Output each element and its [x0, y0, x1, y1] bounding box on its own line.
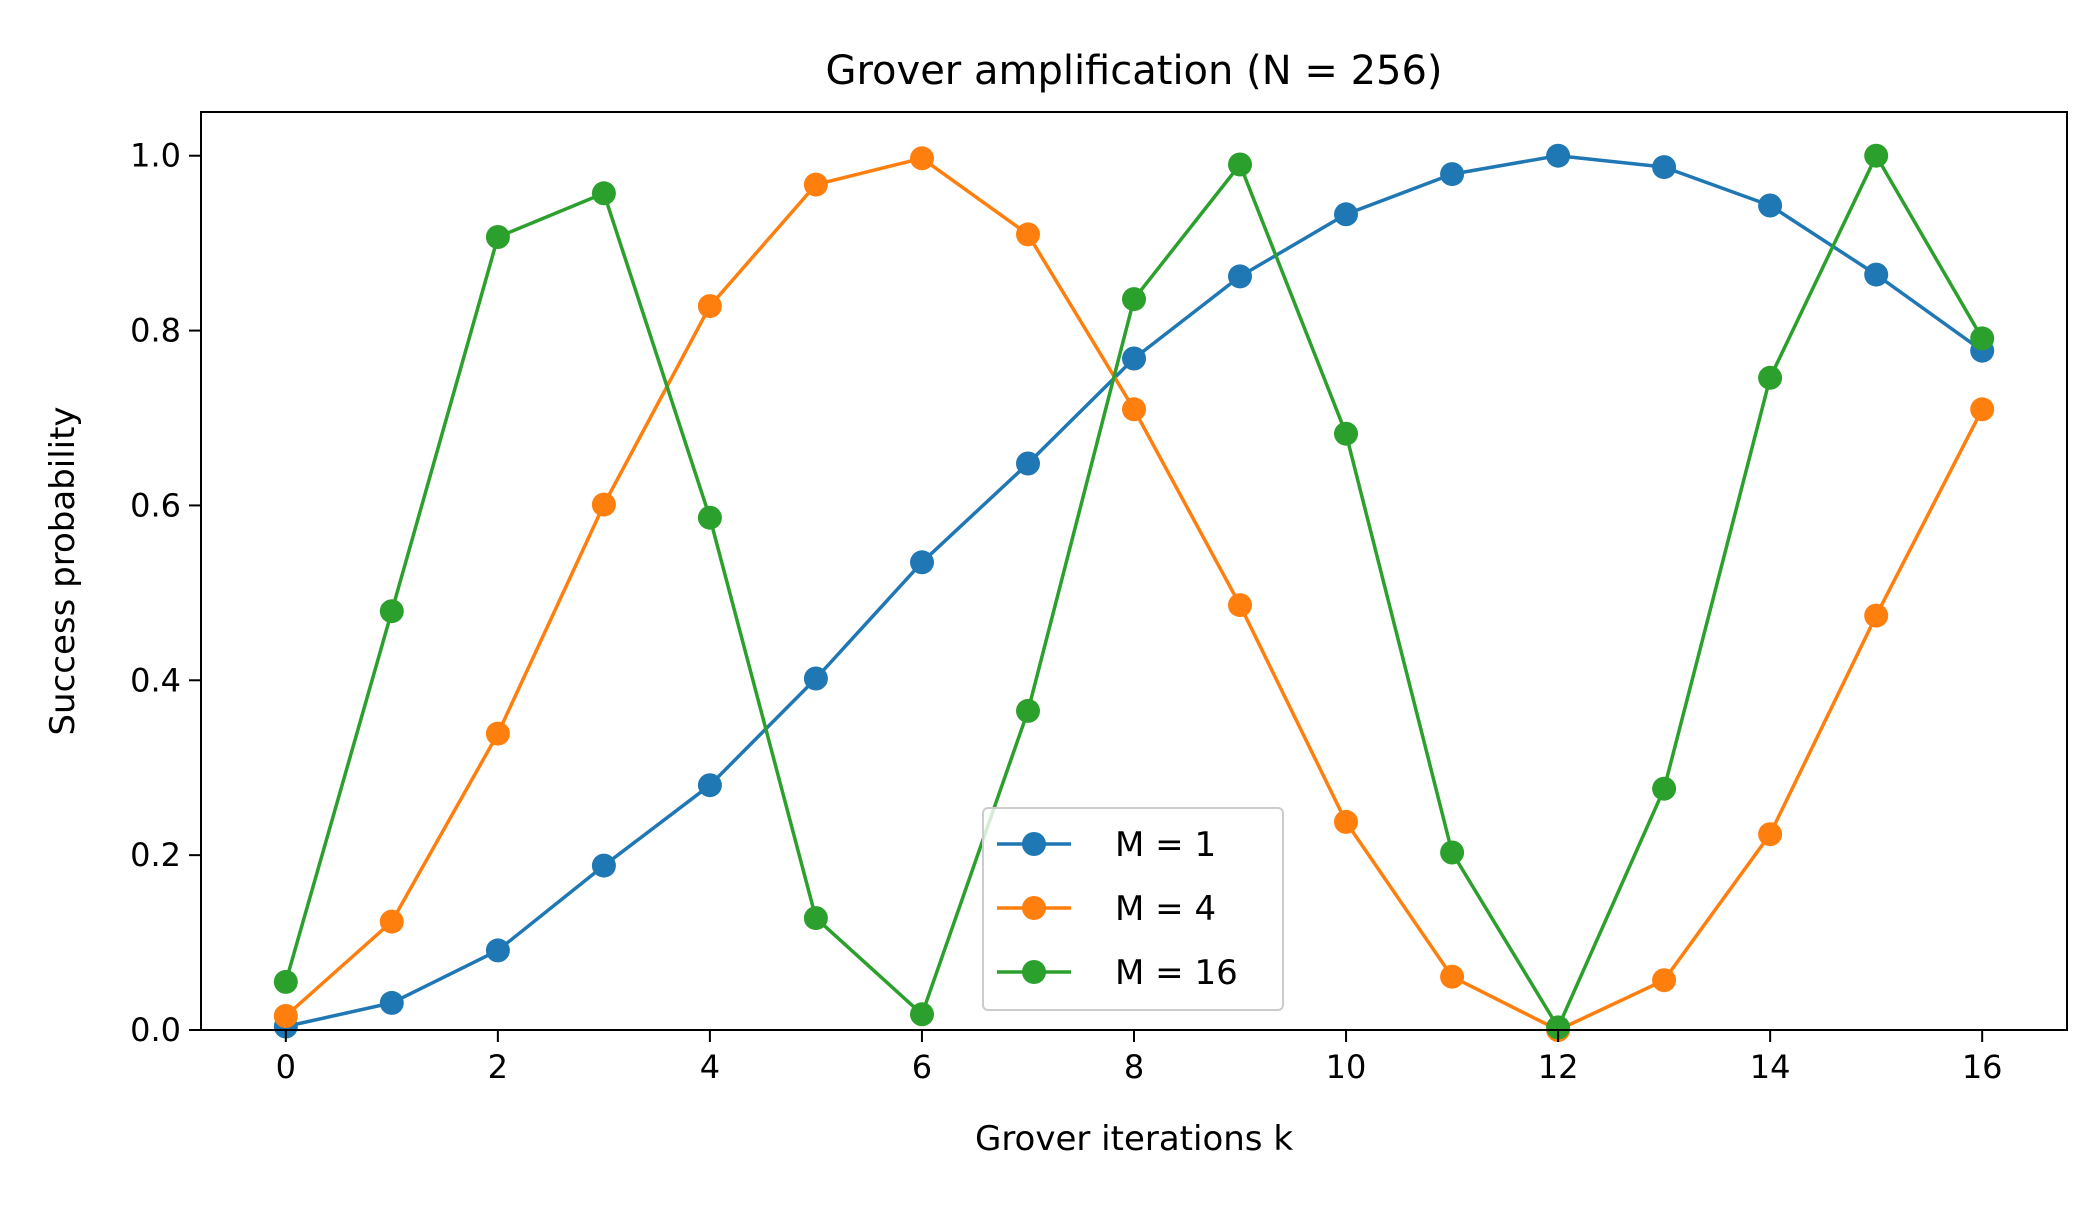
y-tick-label: 0.6: [130, 486, 181, 524]
series-1: [273, 143, 1995, 1039]
data-point: [697, 505, 722, 530]
legend-item: M = 4: [997, 889, 1216, 929]
data-point: [485, 225, 510, 249]
data-point: [1228, 593, 1252, 618]
data-point: [379, 599, 404, 624]
data-point: [591, 492, 616, 517]
x-tick-label: 8: [1124, 1048, 1144, 1086]
data-point: [1228, 152, 1252, 177]
y-tick-label: 0.0: [130, 1011, 181, 1049]
data-point: [1864, 603, 1889, 628]
data-point: [1016, 698, 1040, 723]
x-tick-label: 10: [1326, 1048, 1367, 1086]
y-tick-label: 0.4: [130, 661, 181, 699]
x-tick-label: 4: [700, 1048, 720, 1086]
y-axis: 0.0 0.2 0.4 0.6 0.8 1.0: [130, 137, 201, 1049]
legend: M = 1 M = 4 M = 16: [982, 807, 1284, 1011]
x-tick-label: 2: [488, 1048, 508, 1086]
legend-marker: [1022, 960, 1046, 984]
data-point: [379, 990, 404, 1015]
data-point: [803, 906, 828, 931]
data-point: [379, 909, 404, 934]
data-point: [910, 146, 934, 171]
data-point: [803, 666, 828, 691]
data-point: [1970, 326, 1995, 351]
legend-marker: [1022, 832, 1046, 856]
legend-label: M = 1: [1115, 825, 1216, 865]
legend-item: M = 16: [997, 953, 1238, 993]
y-tick-label: 1.0: [130, 137, 181, 175]
data-point: [1758, 822, 1783, 847]
data-point: [1334, 809, 1358, 834]
data-point: [1546, 143, 1571, 168]
x-tick-label: 14: [1750, 1048, 1791, 1086]
legend-marker: [1022, 896, 1046, 920]
data-point: [1652, 155, 1677, 180]
legend-label: M = 4: [1115, 889, 1216, 929]
x-tick-label: 16: [1962, 1048, 2003, 1086]
x-axis: 0 2 4 6 8 10 12 14 16: [276, 1030, 2003, 1086]
data-point: [1334, 202, 1358, 227]
data-point: [1440, 162, 1465, 187]
data-point: [910, 550, 934, 575]
data-point: [1758, 365, 1783, 390]
data-point: [485, 938, 510, 963]
chart-title: Grover amplification (N = 256): [825, 48, 1442, 94]
x-tick-label: 0: [276, 1048, 296, 1086]
data-point: [1652, 776, 1677, 801]
data-point: [273, 969, 298, 994]
data-point: [1864, 143, 1889, 168]
data-point: [697, 294, 722, 319]
data-point: [485, 721, 510, 746]
data-point: [1228, 264, 1252, 289]
y-tick-label: 0.8: [130, 312, 181, 350]
x-tick-label: 12: [1538, 1048, 1579, 1086]
data-point: [1758, 193, 1783, 218]
data-point: [697, 773, 722, 798]
data-point: [1440, 840, 1465, 865]
data-point: [591, 181, 616, 206]
legend-item: M = 1: [997, 825, 1216, 865]
legend-box: [982, 807, 1284, 1011]
data-point: [910, 1002, 934, 1027]
data-point: [1016, 451, 1040, 476]
data-point: [1334, 421, 1358, 446]
x-axis-label: Grover iterations k: [975, 1119, 1293, 1159]
legend-label: M = 16: [1115, 953, 1238, 993]
y-tick-label: 0.2: [130, 836, 181, 874]
data-point: [1122, 397, 1146, 422]
data-point: [1546, 1015, 1571, 1040]
data-point: [1440, 964, 1465, 989]
y-axis-label: Success probability: [43, 406, 83, 735]
data-point: [591, 853, 616, 878]
data-point: [1864, 262, 1889, 287]
data-point: [1652, 968, 1677, 993]
data-point: [1122, 287, 1146, 312]
series-3: [273, 143, 1995, 1040]
data-point: [1970, 397, 1995, 422]
series-2: [273, 146, 1995, 1042]
data-point: [803, 172, 828, 197]
data-point: [273, 1004, 298, 1028]
data-point: [1016, 222, 1040, 247]
x-tick-label: 6: [912, 1048, 932, 1086]
plot-area: [273, 143, 1995, 1042]
data-point: [1122, 346, 1146, 371]
